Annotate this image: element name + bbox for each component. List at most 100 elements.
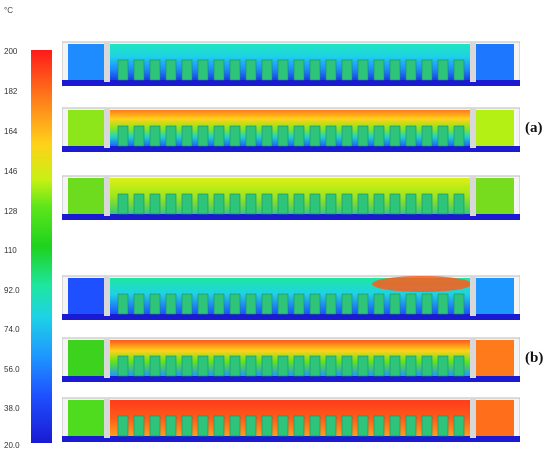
partition-wall	[470, 108, 476, 148]
partition-wall	[104, 176, 110, 216]
group-label-a: (a)	[525, 120, 543, 136]
partition-wall	[104, 108, 110, 148]
server-rack	[277, 125, 289, 147]
server-rack	[229, 125, 241, 147]
server-rack	[421, 59, 433, 81]
temperature-panel-b1	[62, 272, 520, 322]
server-rack	[341, 355, 353, 377]
server-rack	[373, 59, 385, 81]
server-rack	[389, 59, 401, 81]
partition-wall	[104, 276, 110, 316]
server-rack	[245, 59, 257, 81]
server-rack	[357, 193, 369, 215]
server-rack	[213, 59, 225, 81]
server-rack	[149, 293, 161, 315]
server-rack	[229, 355, 241, 377]
server-rack	[165, 355, 177, 377]
legend-tick: 164	[4, 127, 18, 136]
server-rack	[357, 355, 369, 377]
server-rack	[373, 125, 385, 147]
server-rack	[181, 415, 193, 437]
legend-tick: 110	[4, 246, 17, 255]
server-rack	[133, 293, 145, 315]
server-rack	[197, 193, 209, 215]
server-rack	[357, 59, 369, 81]
server-rack	[453, 193, 465, 215]
server-rack	[453, 59, 465, 81]
server-rack	[261, 59, 273, 81]
server-rack	[197, 293, 209, 315]
server-rack	[309, 125, 321, 147]
group-label-b: (b)	[525, 350, 544, 366]
server-rack	[293, 193, 305, 215]
temperature-panel-a3	[62, 172, 520, 222]
server-rack	[437, 293, 449, 315]
temperature-panel-a1	[62, 38, 520, 88]
legend-tick: 56.0	[4, 365, 20, 374]
server-rack	[421, 415, 433, 437]
server-rack	[309, 193, 321, 215]
legend-tick: 146	[4, 167, 18, 176]
server-rack	[229, 415, 241, 437]
server-rack	[261, 125, 273, 147]
server-rack	[261, 193, 273, 215]
server-rack	[117, 193, 129, 215]
server-rack	[405, 293, 417, 315]
partition-wall	[470, 42, 476, 82]
server-rack	[373, 193, 385, 215]
server-rack	[117, 415, 129, 437]
server-rack	[213, 293, 225, 315]
partition-wall	[470, 176, 476, 216]
server-rack	[149, 193, 161, 215]
server-rack	[389, 293, 401, 315]
server-rack	[229, 59, 241, 81]
legend-unit: °C	[4, 6, 13, 15]
temperature-panel-a2	[62, 104, 520, 154]
server-rack	[133, 59, 145, 81]
server-rack	[213, 355, 225, 377]
server-rack	[357, 125, 369, 147]
server-rack	[373, 415, 385, 437]
server-rack	[405, 59, 417, 81]
server-rack	[341, 125, 353, 147]
server-rack	[405, 415, 417, 437]
server-rack	[341, 293, 353, 315]
server-rack	[357, 415, 369, 437]
server-rack	[293, 355, 305, 377]
partition-wall	[104, 338, 110, 378]
server-rack	[277, 293, 289, 315]
server-rack	[181, 125, 193, 147]
server-rack	[421, 355, 433, 377]
server-rack	[213, 193, 225, 215]
legend-tick: 182	[4, 87, 18, 96]
server-rack	[197, 125, 209, 147]
server-rack	[421, 193, 433, 215]
server-rack	[229, 293, 241, 315]
server-rack	[453, 125, 465, 147]
server-rack	[357, 293, 369, 315]
partition-wall	[470, 276, 476, 316]
server-rack	[437, 59, 449, 81]
partition-wall	[104, 398, 110, 438]
server-rack	[309, 355, 321, 377]
server-rack	[277, 415, 289, 437]
temperature-panel-b3	[62, 394, 520, 444]
server-rack	[293, 125, 305, 147]
server-rack	[165, 415, 177, 437]
legend-tick: 38.0	[4, 404, 20, 413]
server-rack	[117, 355, 129, 377]
server-rack	[309, 293, 321, 315]
server-rack	[149, 415, 161, 437]
server-rack	[389, 193, 401, 215]
server-rack	[261, 293, 273, 315]
legend-tick: 20.0	[4, 441, 20, 450]
server-rack	[389, 355, 401, 377]
server-rack	[245, 125, 257, 147]
server-rack	[245, 193, 257, 215]
temperature-colorbar	[31, 50, 52, 443]
server-rack	[405, 125, 417, 147]
server-rack	[117, 125, 129, 147]
server-rack	[245, 415, 257, 437]
server-rack	[229, 193, 241, 215]
server-rack	[165, 293, 177, 315]
